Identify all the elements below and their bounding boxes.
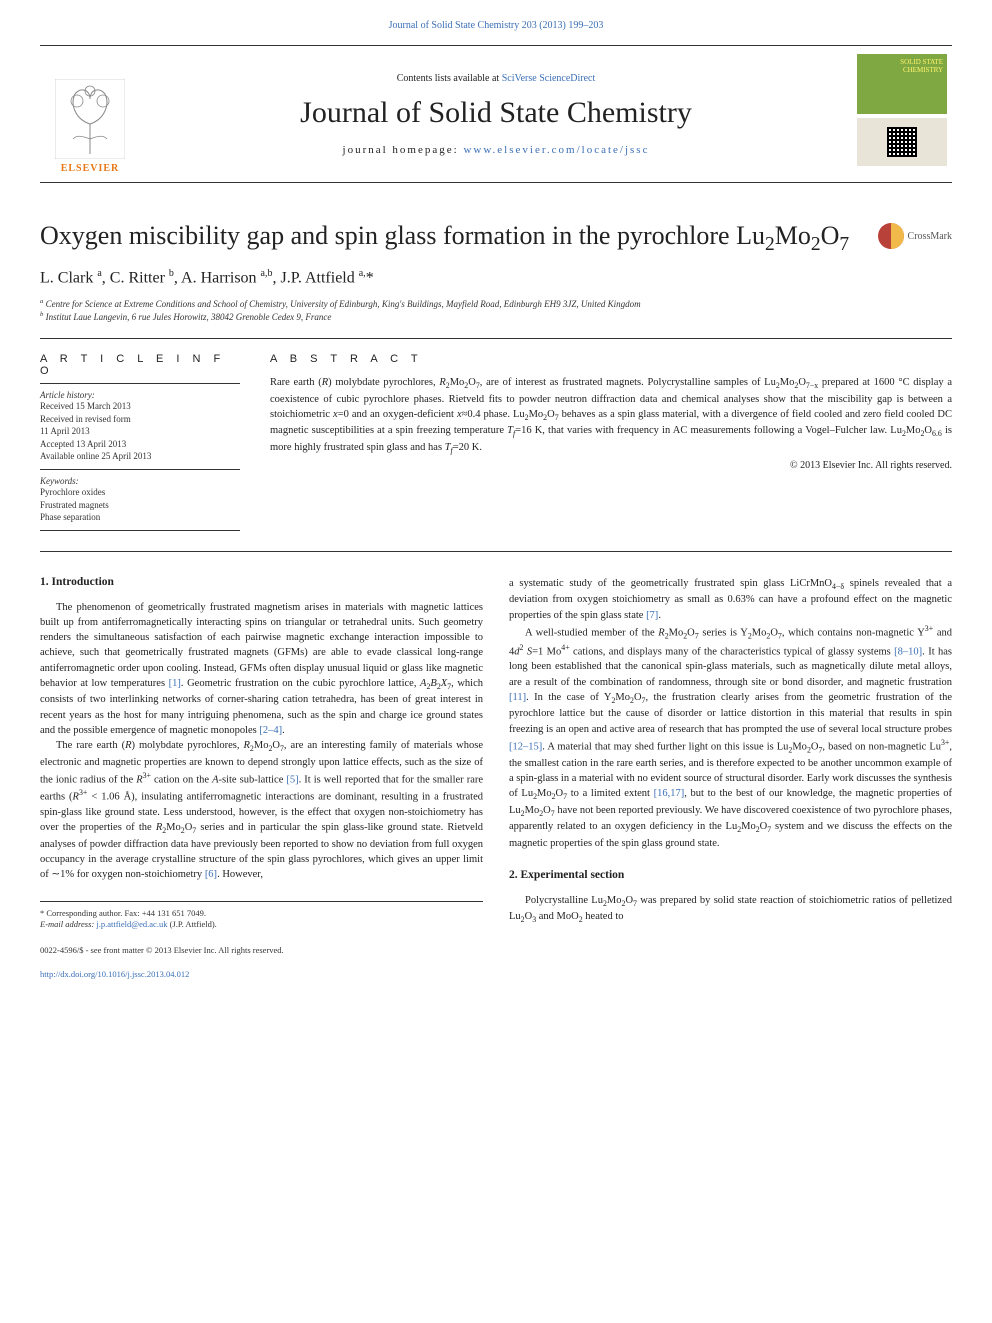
keyword: Frustrated magnets xyxy=(40,499,240,512)
crossmark-icon xyxy=(878,223,904,249)
publisher-name: ELSEVIER xyxy=(61,163,120,174)
divider xyxy=(40,338,952,339)
right-column: a systematic study of the geometrically … xyxy=(509,576,952,980)
abstract-column: A B S T R A C T Rare earth (R) molybdate… xyxy=(270,353,952,537)
divider xyxy=(40,551,952,552)
intro-heading: 1. Introduction xyxy=(40,576,483,588)
email-line: E-mail address: j.p.attfield@ed.ac.uk (J… xyxy=(40,919,483,931)
journal-cover: SOLID STATE CHEMISTRY xyxy=(852,54,952,174)
corresponding-author: * Corresponding author. Fax: +44 131 651… xyxy=(40,908,483,920)
email-link[interactable]: j.p.attfield@ed.ac.uk xyxy=(96,919,167,929)
journal-homepage-line: journal homepage: www.elsevier.com/locat… xyxy=(150,144,842,156)
history-line: Available online 25 April 2013 xyxy=(40,450,240,463)
abstract-heading: A B S T R A C T xyxy=(270,353,952,365)
article-history-label: Article history: xyxy=(40,390,240,400)
affiliation-a: a Centre for Science at Extreme Conditio… xyxy=(40,297,952,311)
qr-icon xyxy=(887,127,917,157)
footnotes: * Corresponding author. Fax: +44 131 651… xyxy=(40,901,483,932)
crossmark-label: CrossMark xyxy=(908,231,952,242)
publisher-logo: ELSEVIER xyxy=(40,54,140,174)
contents-list-line: Contents lists available at SciVerse Sci… xyxy=(150,73,842,84)
journal-homepage-link[interactable]: www.elsevier.com/locate/jssc xyxy=(463,144,649,156)
cover-top: SOLID STATE CHEMISTRY xyxy=(857,54,947,114)
article-info-column: A R T I C L E I N F O Article history: R… xyxy=(40,353,240,537)
crossmark-badge[interactable]: CrossMark xyxy=(878,223,952,249)
info-abstract-row: A R T I C L E I N F O Article history: R… xyxy=(40,353,952,537)
doi-line: http://dx.doi.org/10.1016/j.jssc.2013.04… xyxy=(40,969,483,979)
left-column: 1. Introduction The phenomenon of geomet… xyxy=(40,576,483,980)
header-center: Contents lists available at SciVerse Sci… xyxy=(140,73,852,156)
intro-paragraph-2: The rare earth (R) molybdate pyrochlores… xyxy=(40,738,483,883)
experimental-heading: 2. Experimental section xyxy=(509,869,952,881)
issn-line: 0022-4596/$ - see front matter © 2013 El… xyxy=(40,945,483,955)
history-line: 11 April 2013 xyxy=(40,425,240,438)
citation-header: Journal of Solid State Chemistry 203 (20… xyxy=(40,20,952,31)
authors-line: L. Clark a, C. Ritter b, A. Harrison a,b… xyxy=(40,268,952,287)
article-info-heading: A R T I C L E I N F O xyxy=(40,353,240,377)
cover-bottom xyxy=(857,118,947,166)
title-row: Oxygen miscibility gap and spin glass fo… xyxy=(40,219,952,258)
doi-link[interactable]: http://dx.doi.org/10.1016/j.jssc.2013.04… xyxy=(40,969,189,979)
journal-header: ELSEVIER Contents lists available at Sci… xyxy=(40,45,952,183)
sciencedirect-link[interactable]: SciVerse ScienceDirect xyxy=(502,73,596,84)
right-paragraph-1: a systematic study of the geometrically … xyxy=(509,576,952,623)
right-paragraph-2: A well-studied member of the R2Mo2O7 ser… xyxy=(509,623,952,851)
keyword: Pyrochlore oxides xyxy=(40,486,240,499)
article-title: Oxygen miscibility gap and spin glass fo… xyxy=(40,219,849,258)
cover-title: SOLID STATE CHEMISTRY xyxy=(861,58,943,75)
contents-prefix: Contents lists available at xyxy=(397,73,502,84)
experimental-paragraph-1: Polycrystalline Lu2Mo2O7 was prepared by… xyxy=(509,893,952,926)
history-line: Received in revised form xyxy=(40,413,240,426)
body-columns: 1. Introduction The phenomenon of geomet… xyxy=(40,576,952,980)
abstract-text: Rare earth (R) molybdate pyrochlores, R2… xyxy=(270,375,952,456)
abstract-copyright: © 2013 Elsevier Inc. All rights reserved… xyxy=(270,460,952,471)
elsevier-tree-icon xyxy=(55,79,125,159)
history-line: Accepted 13 April 2013 xyxy=(40,438,240,451)
keywords-label: Keywords: xyxy=(40,476,240,486)
homepage-prefix: journal homepage: xyxy=(343,144,464,156)
keyword: Phase separation xyxy=(40,511,240,524)
intro-paragraph-1: The phenomenon of geometrically frustrat… xyxy=(40,600,483,738)
journal-name: Journal of Solid State Chemistry xyxy=(150,96,842,130)
history-line: Received 15 March 2013 xyxy=(40,400,240,413)
affiliation-b: b Institut Laue Langevin, 6 rue Jules Ho… xyxy=(40,310,952,324)
affiliations: a Centre for Science at Extreme Conditio… xyxy=(40,297,952,324)
